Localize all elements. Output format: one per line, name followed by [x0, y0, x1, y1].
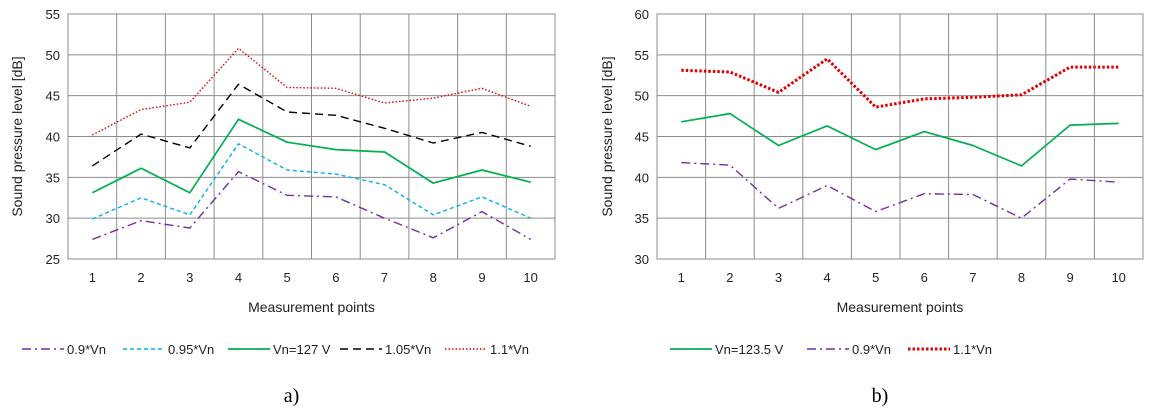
legend-label: 0.9*Vn	[852, 342, 891, 357]
series-line	[91, 47, 531, 136]
series-line	[91, 83, 531, 167]
y-tick-label: 55	[635, 48, 649, 63]
x-tick-label: 9	[1066, 270, 1073, 285]
x-tick-label: 4	[823, 270, 830, 285]
legend-label: 1.1*Vn	[490, 342, 529, 357]
y-tick-label: 40	[635, 170, 649, 185]
x-tick-label: 1	[678, 270, 685, 285]
y-tick-label: 50	[635, 89, 649, 104]
y-tick-label: 25	[46, 252, 60, 267]
x-tick-label: 6	[332, 270, 339, 285]
x-tick-label: 6	[921, 270, 928, 285]
x-tick-label: 5	[284, 270, 291, 285]
y-tick-label: 55	[46, 7, 60, 22]
series-line	[92, 143, 531, 220]
series-line	[681, 57, 1119, 109]
y-axis-title: Sound pressure level [dB]	[9, 56, 25, 216]
y-tick-label: 50	[46, 48, 60, 63]
y-tick-label: 30	[46, 211, 60, 226]
y-tick-label: 35	[635, 211, 649, 226]
legend-label: 0.9*Vn	[67, 342, 106, 357]
x-tick-label: 4	[235, 270, 242, 285]
y-tick-label: 60	[635, 7, 649, 22]
x-tick-label: 1	[89, 270, 96, 285]
series-line	[91, 118, 531, 194]
series-line	[681, 112, 1119, 167]
x-tick-label: 10	[1111, 270, 1125, 285]
x-tick-label: 10	[523, 270, 537, 285]
series-line	[92, 170, 532, 241]
x-tick-label: 2	[137, 270, 144, 285]
x-tick-label: 3	[775, 270, 782, 285]
x-tick-label: 9	[478, 270, 485, 285]
y-tick-label: 45	[46, 89, 60, 104]
panel-label: b)	[872, 385, 889, 407]
legend-label: 0.95*Vn	[168, 342, 214, 357]
legend-label: 1.05*Vn	[385, 342, 431, 357]
legend-label: 1.1*Vn	[953, 342, 992, 357]
x-axis-title: Measurement points	[837, 299, 964, 315]
series-line	[681, 161, 1119, 219]
y-tick-label: 35	[46, 170, 60, 185]
legend-label: Vn=127 V	[273, 342, 331, 357]
x-axis-title: Measurement points	[248, 299, 375, 315]
x-tick-label: 8	[1018, 270, 1025, 285]
x-tick-label: 2	[726, 270, 733, 285]
panel-label: a)	[284, 385, 300, 407]
x-tick-label: 7	[969, 270, 976, 285]
y-tick-label: 30	[635, 252, 649, 267]
y-tick-label: 40	[46, 130, 60, 145]
x-tick-label: 8	[430, 270, 437, 285]
x-tick-label: 7	[381, 270, 388, 285]
legend-label: Vn=123.5 V	[715, 342, 784, 357]
y-axis-title: Sound pressure level [dB]	[599, 56, 615, 216]
x-tick-label: 5	[872, 270, 879, 285]
y-tick-label: 45	[635, 130, 649, 145]
x-tick-label: 3	[186, 270, 193, 285]
